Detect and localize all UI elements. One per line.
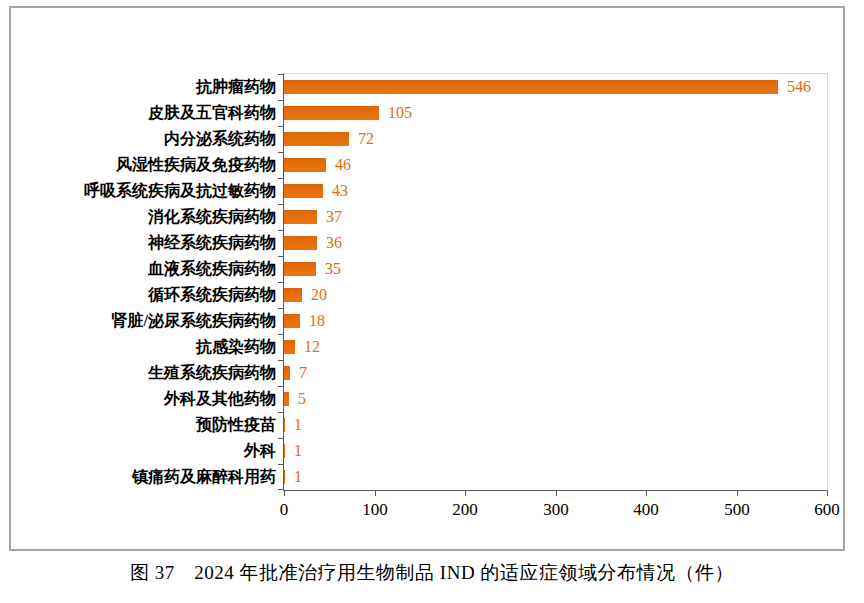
value-label: 46	[335, 155, 351, 175]
bar	[284, 236, 317, 250]
x-axis-tick-label: 200	[435, 500, 495, 520]
y-axis-tick	[278, 204, 283, 205]
x-axis-tick	[556, 491, 557, 496]
bar-row: 43	[284, 178, 827, 204]
category-label: 镇痛药及麻醉科用药	[26, 464, 276, 490]
category-label: 抗肿瘤药物	[26, 74, 276, 100]
figure-border: 546 105 72 46 43 37 36 35 20 18 12 7 5 1 1 1 抗肿瘤药物皮肤及五官…	[9, 6, 845, 551]
bar	[284, 184, 323, 198]
y-axis-tick	[278, 100, 283, 101]
bar	[284, 106, 379, 120]
bar	[284, 210, 317, 224]
bar-row: 72	[284, 126, 827, 152]
x-axis-tick-label: 100	[345, 500, 405, 520]
y-axis-tick	[278, 386, 283, 387]
y-axis-tick	[278, 126, 283, 127]
bar	[284, 314, 300, 328]
category-label: 肾脏/泌尿系统疾病药物	[26, 308, 276, 334]
y-axis-tick	[278, 308, 283, 309]
bar	[284, 366, 290, 380]
bar	[284, 288, 302, 302]
x-axis-tick-label: 300	[526, 500, 586, 520]
y-axis-tick	[278, 282, 283, 283]
value-label: 72	[358, 129, 374, 149]
category-label: 内分泌系统药物	[26, 126, 276, 152]
value-label: 1	[294, 441, 302, 461]
bar-row: 546	[284, 74, 827, 100]
value-label: 7	[299, 363, 307, 383]
bar-chart-plot-area: 54610572464337363520181275111 抗肿瘤药物皮肤及五官…	[283, 73, 828, 491]
figure-caption: 图 37 2024 年批准治疗用生物制品 IND 的适应症领域分布情况（件）	[0, 560, 864, 586]
y-axis-tick	[278, 464, 283, 465]
category-label: 循环系统疾病药物	[26, 282, 276, 308]
bar	[284, 262, 316, 276]
bar	[284, 444, 285, 458]
value-label: 20	[311, 285, 327, 305]
x-axis-tick	[737, 491, 738, 496]
category-label: 抗感染药物	[26, 334, 276, 360]
category-label: 预防性疫苗	[26, 412, 276, 438]
category-label: 神经系统疾病药物	[26, 230, 276, 256]
y-axis-tick	[278, 178, 283, 179]
y-axis-tick	[278, 438, 283, 439]
y-axis-tick	[278, 74, 283, 75]
value-label: 18	[309, 311, 325, 331]
y-axis-tick	[278, 334, 283, 335]
x-axis-tick	[827, 491, 828, 496]
value-label: 37	[326, 207, 342, 227]
y-axis-tick	[278, 152, 283, 153]
bar	[284, 132, 349, 146]
bar-row: 18	[284, 308, 827, 334]
y-axis-tick	[278, 230, 283, 231]
x-axis-tick	[465, 491, 466, 496]
x-axis-tick	[646, 491, 647, 496]
bar	[284, 418, 285, 432]
value-label: 1	[294, 415, 302, 435]
bar-row: 1	[284, 412, 827, 438]
value-label: 12	[304, 337, 320, 357]
bar-row: 46	[284, 152, 827, 178]
value-label: 105	[388, 103, 412, 123]
category-label: 生殖系统疾病药物	[26, 360, 276, 386]
bar-row: 12	[284, 334, 827, 360]
category-label: 消化系统疾病药物	[26, 204, 276, 230]
bar-row: 1	[284, 464, 827, 490]
x-axis-tick	[375, 491, 376, 496]
bar-row: 7	[284, 360, 827, 386]
y-axis-tick	[278, 256, 283, 257]
x-axis-tick-label: 400	[616, 500, 676, 520]
bar	[284, 392, 289, 406]
bar	[284, 158, 326, 172]
bar-row: 1	[284, 438, 827, 464]
category-label: 血液系统疾病药物	[26, 256, 276, 282]
bar-row: 105	[284, 100, 827, 126]
value-label: 1	[294, 467, 302, 487]
bar-row: 37	[284, 204, 827, 230]
category-label: 外科及其他药物	[26, 386, 276, 412]
y-axis-tick	[278, 489, 283, 490]
bar-row: 20	[284, 282, 827, 308]
category-label: 风湿性疾病及免疫药物	[26, 152, 276, 178]
value-label: 36	[326, 233, 342, 253]
category-label: 呼吸系统疾病及抗过敏药物	[26, 178, 276, 204]
bar-row: 35	[284, 256, 827, 282]
y-axis-tick	[278, 360, 283, 361]
x-axis-tick-label: 600	[797, 500, 857, 520]
bar-row: 36	[284, 230, 827, 256]
value-label: 546	[787, 77, 811, 97]
x-axis-tick-label: 500	[707, 500, 767, 520]
value-label: 5	[298, 389, 306, 409]
value-label: 35	[325, 259, 341, 279]
bar	[284, 80, 778, 94]
category-label: 皮肤及五官科药物	[26, 100, 276, 126]
category-label: 外科	[26, 438, 276, 464]
bar	[284, 340, 295, 354]
y-axis-tick	[278, 412, 283, 413]
bar-row: 5	[284, 386, 827, 412]
x-axis-tick	[284, 491, 285, 496]
value-label: 43	[332, 181, 348, 201]
bar	[284, 470, 285, 484]
x-axis-tick-label: 0	[254, 500, 314, 520]
